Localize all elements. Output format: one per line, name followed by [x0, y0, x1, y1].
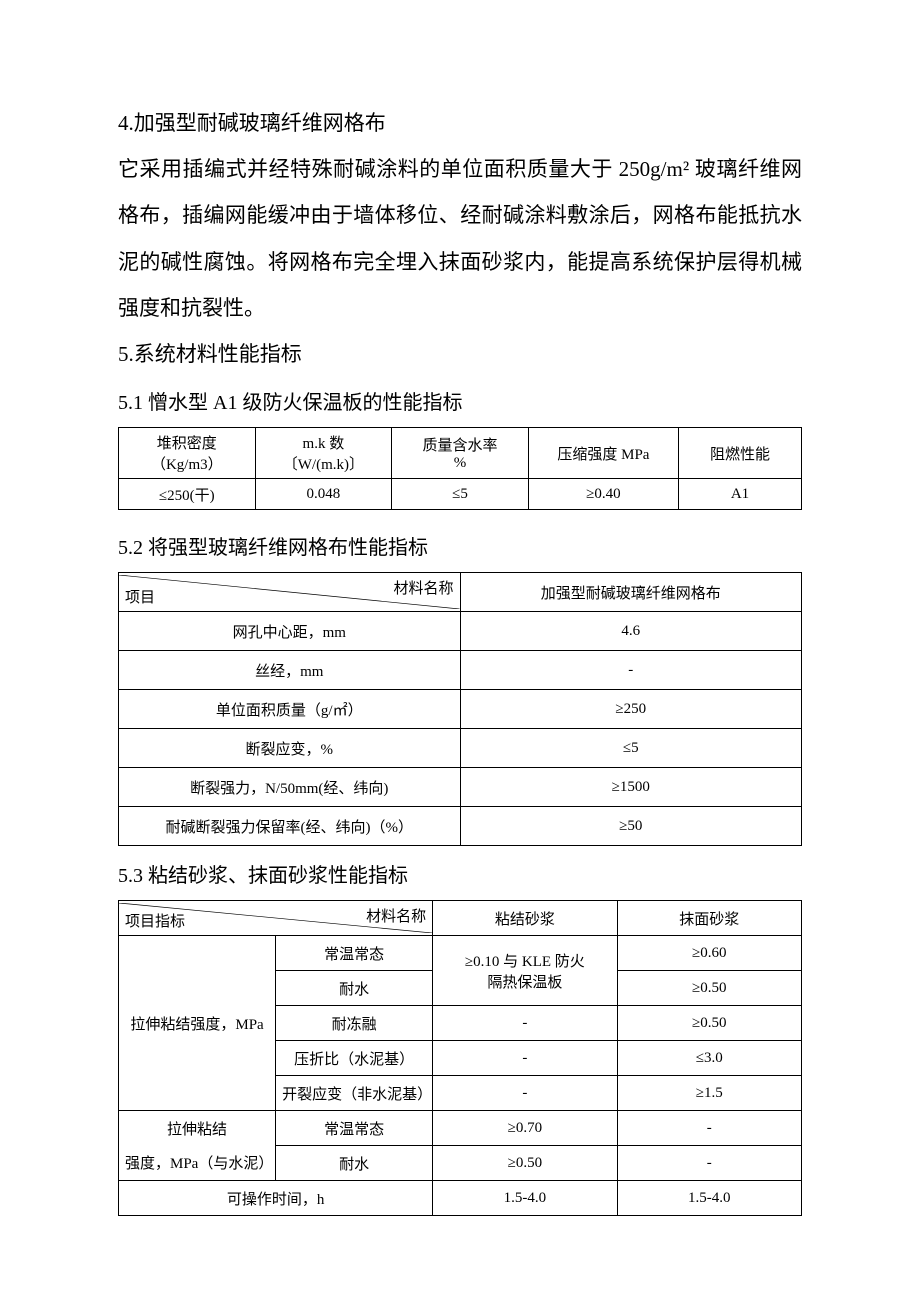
col-header: m.k 数 〔W/(m.k)〕 [255, 428, 392, 479]
cell: - [617, 1146, 801, 1181]
header-line: 质量含水率 [398, 434, 522, 455]
table-row: 拉伸粘结强度，MPa 常温常态 ≥0.10 与 KLE 防火 隔热保温板 ≥0.… [119, 936, 802, 971]
header-line: 〔W/(m.k)〕 [262, 453, 386, 474]
table-row: 拉伸粘结 常温常态 ≥0.70 - [119, 1111, 802, 1146]
cell: - [433, 1006, 617, 1041]
cell: ≥0.40 [528, 479, 678, 510]
table-row: 单位面积质量（g/㎡） ≥250 [119, 690, 802, 729]
col-header: 堆积密度 （Kg/m3） [119, 428, 256, 479]
cell: - [617, 1111, 801, 1146]
cell: ≥0.50 [617, 1006, 801, 1041]
table-row: 丝经，mm - [119, 651, 802, 690]
col-header: 粘结砂浆 [433, 901, 617, 936]
col-header: 阻燃性能 [679, 428, 802, 479]
cell: - [460, 651, 802, 690]
cell: 1.5-4.0 [617, 1181, 801, 1216]
cell: - [433, 1076, 617, 1111]
cell: 耐水 [276, 971, 433, 1006]
table-row: 堆积密度 （Kg/m3） m.k 数 〔W/(m.k)〕 质量含水率 % 压缩强… [119, 428, 802, 479]
table-row: 断裂应变，% ≤5 [119, 729, 802, 768]
cell: 4.6 [460, 612, 802, 651]
diag-header-cell: 项目 材料名称 [119, 573, 461, 612]
cell: 常温常态 [276, 936, 433, 971]
table-row: 网孔中心距，mm 4.6 [119, 612, 802, 651]
cell: ≤3.0 [617, 1041, 801, 1076]
cell: 断裂应变，% [119, 729, 461, 768]
cell: 压折比（水泥基） [276, 1041, 433, 1076]
cell: 单位面积质量（g/㎡） [119, 690, 461, 729]
cell-line: 隔热保温板 [439, 971, 610, 992]
cell: 常温常态 [276, 1111, 433, 1146]
table-row: 耐碱断裂强力保留率(经、纬向)（%） ≥50 [119, 807, 802, 846]
cell: ≤5 [392, 479, 529, 510]
cell: ≥0.70 [433, 1111, 617, 1146]
cell: 网孔中心距，mm [119, 612, 461, 651]
cell: 1.5-4.0 [433, 1181, 617, 1216]
col-header: 质量含水率 % [392, 428, 529, 479]
section-5-heading: 5.系统材料性能指标 [118, 331, 802, 377]
group-label: 拉伸粘结强度，MPa [119, 936, 276, 1111]
cell: ≥0.50 [617, 971, 801, 1006]
cell: ≤250(干) [119, 479, 256, 510]
diag-top-right: 材料名称 [393, 577, 453, 598]
group-label: 拉伸粘结 [119, 1111, 276, 1146]
table-row: 断裂强力，N/50mm(经、纬向) ≥1500 [119, 768, 802, 807]
header-line: m.k 数 [262, 432, 386, 453]
cell: ≥50 [460, 807, 802, 846]
cell: 断裂强力，N/50mm(经、纬向) [119, 768, 461, 807]
cell: ≥0.50 [433, 1146, 617, 1181]
document-page: 4.加强型耐碱玻璃纤维网格布 它采用插编式并经特殊耐碱涂料的单位面积质量大于 2… [0, 0, 920, 1276]
cell: ≥0.10 与 KLE 防火 隔热保温板 [433, 936, 617, 1006]
cell: 丝经，mm [119, 651, 461, 690]
diag-header-cell: 项目指标 材料名称 [119, 901, 433, 936]
cell: ≥1.5 [617, 1076, 801, 1111]
table-5-1: 堆积密度 （Kg/m3） m.k 数 〔W/(m.k)〕 质量含水率 % 压缩强… [118, 427, 802, 510]
diag-top-right: 材料名称 [366, 905, 426, 926]
section-5-1-heading: 5.1 憎水型 A1 级防火保温板的性能指标 [118, 383, 802, 423]
table-5-3: 项目指标 材料名称 粘结砂浆 抹面砂浆 拉伸粘结强度，MPa 常温常态 ≥0.1… [118, 900, 802, 1216]
col-header: 加强型耐碱玻璃纤维网格布 [460, 573, 802, 612]
header-line: % [398, 455, 522, 472]
cell: 耐水 [276, 1146, 433, 1181]
cell: ≥1500 [460, 768, 802, 807]
section-4-paragraph: 它采用插编式并经特殊耐碱涂料的单位面积质量大于 250g/m² 玻璃纤维网格布，… [118, 146, 802, 331]
cell: 开裂应变（非水泥基） [276, 1076, 433, 1111]
table-5-2: 项目 材料名称 加强型耐碱玻璃纤维网格布 网孔中心距，mm 4.6 丝经，mm … [118, 572, 802, 846]
col-header: 压缩强度 MPa [528, 428, 678, 479]
cell: 0.048 [255, 479, 392, 510]
cell: ≥250 [460, 690, 802, 729]
col-header: 抹面砂浆 [617, 901, 801, 936]
header-line: 堆积密度 [125, 432, 249, 453]
table-row: 项目指标 材料名称 粘结砂浆 抹面砂浆 [119, 901, 802, 936]
header-line: （Kg/m3） [125, 453, 249, 474]
cell: 耐冻融 [276, 1006, 433, 1041]
cell-line: ≥0.10 与 KLE 防火 [439, 950, 610, 971]
diag-bottom-left: 项目指标 [125, 910, 185, 931]
cell: ≤5 [460, 729, 802, 768]
section-5-3-heading: 5.3 粘结砂浆、抹面砂浆性能指标 [118, 856, 802, 896]
section-4-heading: 4.加强型耐碱玻璃纤维网格布 [118, 100, 802, 146]
group-label: 强度，MPa（与水泥） [119, 1146, 276, 1181]
diag-bottom-left: 项目 [125, 586, 155, 607]
table-row: 可操作时间，h 1.5-4.0 1.5-4.0 [119, 1181, 802, 1216]
cell: A1 [679, 479, 802, 510]
cell: ≥0.60 [617, 936, 801, 971]
cell: 耐碱断裂强力保留率(经、纬向)（%） [119, 807, 461, 846]
table-row: 强度，MPa（与水泥） 耐水 ≥0.50 - [119, 1146, 802, 1181]
table-row: ≤250(干) 0.048 ≤5 ≥0.40 A1 [119, 479, 802, 510]
cell: 可操作时间，h [119, 1181, 433, 1216]
section-5-2-heading: 5.2 将强型玻璃纤维网格布性能指标 [118, 528, 802, 568]
cell: - [433, 1041, 617, 1076]
table-row: 项目 材料名称 加强型耐碱玻璃纤维网格布 [119, 573, 802, 612]
